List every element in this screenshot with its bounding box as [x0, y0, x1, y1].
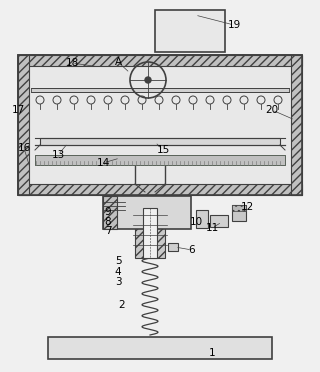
Text: 15: 15 [156, 145, 170, 155]
Text: 6: 6 [189, 245, 195, 255]
Text: 14: 14 [96, 158, 110, 168]
Bar [31, 88, 289, 92]
Text: 7: 7 [105, 226, 111, 236]
Bar [210, 215, 228, 227]
Bar [18, 184, 302, 195]
Text: A: A [115, 57, 122, 67]
Text: 18: 18 [65, 58, 79, 68]
Circle shape [145, 77, 151, 83]
Text: 16: 16 [17, 143, 31, 153]
Text: 17: 17 [12, 105, 25, 115]
Bar [35, 155, 285, 165]
Bar [232, 205, 246, 221]
Bar [135, 200, 165, 258]
Bar [196, 210, 208, 228]
Bar [48, 337, 272, 359]
Bar [291, 55, 302, 195]
Text: 10: 10 [189, 217, 203, 227]
Bar [103, 196, 117, 229]
Bar [18, 55, 302, 195]
Bar [18, 55, 302, 195]
Text: 12: 12 [240, 202, 254, 212]
Bar [40, 138, 280, 145]
Bar [103, 196, 191, 229]
Text: 4: 4 [115, 267, 121, 277]
Bar [18, 55, 302, 66]
Text: 9: 9 [105, 207, 111, 217]
Text: 11: 11 [205, 223, 219, 233]
Bar [143, 208, 157, 258]
Text: 1: 1 [209, 348, 215, 358]
Text: 5: 5 [115, 256, 121, 266]
Text: 13: 13 [52, 150, 65, 160]
Text: 19: 19 [228, 20, 241, 30]
Bar [168, 243, 178, 251]
Bar [29, 66, 291, 184]
Text: 20: 20 [265, 105, 279, 115]
Text: 3: 3 [115, 277, 121, 287]
Bar [232, 205, 246, 211]
Bar [18, 55, 29, 195]
Text: 2: 2 [119, 300, 125, 310]
Bar [155, 10, 225, 52]
Text: 8: 8 [105, 217, 111, 227]
Bar [35, 155, 285, 165]
